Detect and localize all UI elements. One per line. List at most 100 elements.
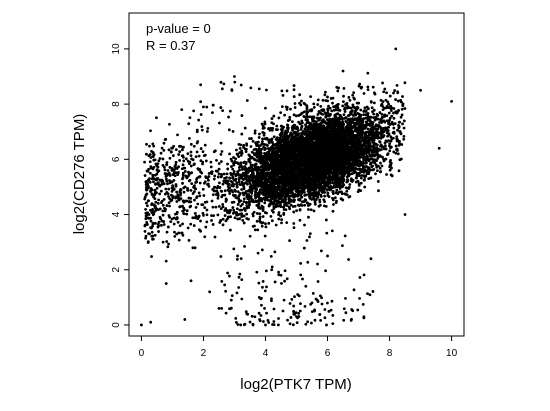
data-point xyxy=(382,159,386,163)
data-point xyxy=(225,209,229,212)
data-point xyxy=(265,211,268,215)
data-point xyxy=(232,170,236,173)
data-point xyxy=(285,107,289,111)
data-point xyxy=(215,159,218,162)
data-point xyxy=(376,157,380,160)
data-point xyxy=(304,115,308,119)
data-point xyxy=(199,147,203,150)
data-point xyxy=(367,177,371,181)
data-point xyxy=(380,112,384,116)
data-point xyxy=(253,131,257,135)
data-point xyxy=(356,167,360,171)
data-point xyxy=(262,156,266,160)
data-point xyxy=(242,197,246,201)
data-point xyxy=(304,118,308,122)
data-point xyxy=(232,172,235,176)
data-point xyxy=(257,202,261,206)
data-point xyxy=(236,203,240,206)
data-point xyxy=(201,211,205,215)
plot-frame xyxy=(128,12,465,337)
data-point xyxy=(229,215,232,219)
data-point xyxy=(374,136,377,140)
data-point xyxy=(328,124,331,128)
data-point xyxy=(270,219,274,223)
data-point xyxy=(235,207,239,211)
data-point xyxy=(205,208,209,212)
data-point xyxy=(255,212,259,215)
data-point xyxy=(357,182,361,186)
data-point xyxy=(308,125,311,129)
data-point xyxy=(251,212,255,216)
data-point xyxy=(202,194,206,197)
data-point xyxy=(267,221,271,225)
data-point xyxy=(221,203,225,206)
data-point xyxy=(264,192,268,195)
data-point xyxy=(212,177,216,181)
data-point xyxy=(390,166,393,170)
data-point xyxy=(223,193,227,197)
data-point xyxy=(363,151,367,155)
data-point xyxy=(321,112,325,116)
data-point xyxy=(216,213,220,217)
data-point xyxy=(331,209,335,213)
data-point xyxy=(306,110,310,114)
data-point xyxy=(271,144,275,148)
data-point xyxy=(371,168,375,172)
data-point xyxy=(261,215,265,218)
data-point xyxy=(217,204,221,208)
data-point xyxy=(397,143,401,147)
data-point xyxy=(295,209,298,213)
data-point xyxy=(375,130,379,134)
data-point xyxy=(366,127,370,131)
data-point xyxy=(296,194,300,197)
data-point xyxy=(318,200,322,204)
data-point xyxy=(347,96,351,99)
data-point xyxy=(257,136,261,139)
data-point xyxy=(312,209,316,213)
data-point xyxy=(359,176,363,180)
data-point xyxy=(392,91,395,95)
data-point xyxy=(387,102,390,106)
data-point xyxy=(228,152,231,156)
data-point xyxy=(303,198,307,201)
data-point xyxy=(221,217,225,221)
data-point xyxy=(230,184,234,188)
data-point xyxy=(209,165,213,169)
data-point xyxy=(263,201,267,205)
data-point xyxy=(242,177,246,181)
data-point xyxy=(219,189,223,193)
data-point xyxy=(297,132,301,136)
data-point xyxy=(362,178,366,182)
data-point xyxy=(356,106,360,110)
data-point xyxy=(356,174,360,178)
data-point xyxy=(331,181,335,185)
data-point xyxy=(308,115,312,119)
data-point xyxy=(364,116,368,120)
data-point xyxy=(255,219,259,223)
data-point xyxy=(370,106,374,110)
data-point xyxy=(280,221,283,225)
data-point xyxy=(211,223,215,226)
data-point xyxy=(217,172,221,176)
data-point xyxy=(373,118,377,122)
data-point xyxy=(385,91,388,95)
data-point xyxy=(369,176,373,180)
data-point xyxy=(238,192,242,196)
data-point xyxy=(253,157,256,161)
data-point xyxy=(327,195,331,199)
data-point xyxy=(253,228,257,232)
data-point xyxy=(357,101,361,105)
data-point xyxy=(237,176,241,180)
data-point xyxy=(313,202,317,206)
data-point xyxy=(292,226,296,230)
data-point xyxy=(284,193,288,196)
data-point xyxy=(246,174,249,178)
data-point xyxy=(264,147,267,151)
data-point xyxy=(385,139,388,143)
data-point xyxy=(271,210,275,214)
data-point xyxy=(251,224,255,228)
data-point xyxy=(242,200,246,203)
data-point xyxy=(245,212,249,216)
data-point xyxy=(387,111,391,115)
